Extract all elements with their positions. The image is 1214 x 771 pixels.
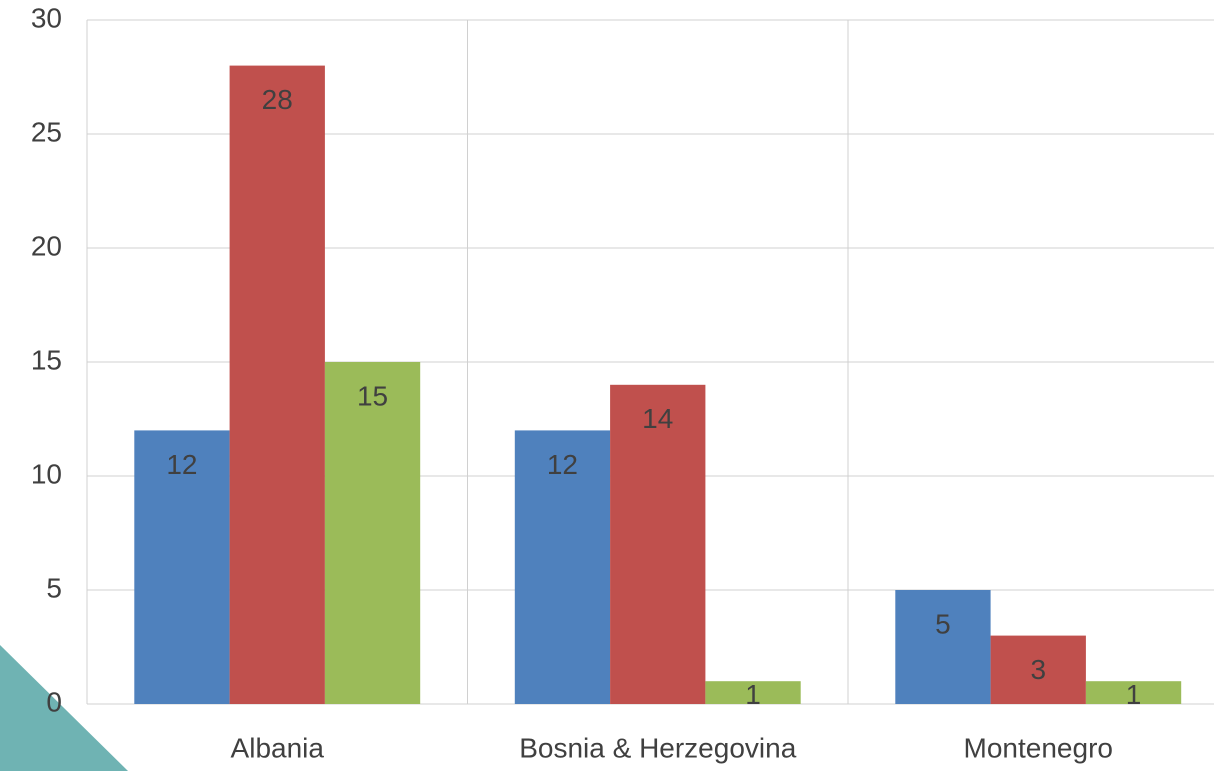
y-tick-label: 10: [31, 458, 62, 489]
y-tick-label: 0: [46, 686, 62, 717]
bar: [705, 681, 801, 704]
bar: [324, 362, 421, 704]
x-tick-label: Montenegro: [964, 732, 1113, 763]
data-label: 12: [547, 449, 578, 480]
x-tick-label: Albania: [231, 732, 325, 763]
y-tick-label: 25: [31, 116, 62, 147]
y-tick-label: 15: [31, 344, 62, 375]
data-label: 14: [642, 403, 673, 434]
x-tick-label: Bosnia & Herzegovina: [519, 732, 796, 763]
bar: [134, 430, 230, 704]
bar: [229, 65, 325, 705]
data-label: 3: [1030, 654, 1046, 685]
data-label: 15: [357, 380, 388, 411]
y-tick-label: 30: [31, 2, 62, 33]
y-tick-label: 20: [31, 230, 62, 261]
data-label: 12: [166, 449, 197, 480]
data-label: 1: [745, 679, 761, 710]
data-label: 5: [935, 608, 951, 639]
bar: [514, 430, 611, 704]
data-label: 1: [1126, 679, 1142, 710]
bar: [990, 635, 1086, 704]
data-label: 28: [262, 84, 293, 115]
y-tick-label: 5: [46, 572, 62, 603]
decor-triangle: [0, 645, 128, 771]
bar: [610, 384, 706, 704]
bar: [1085, 681, 1182, 704]
bar: [895, 590, 991, 704]
